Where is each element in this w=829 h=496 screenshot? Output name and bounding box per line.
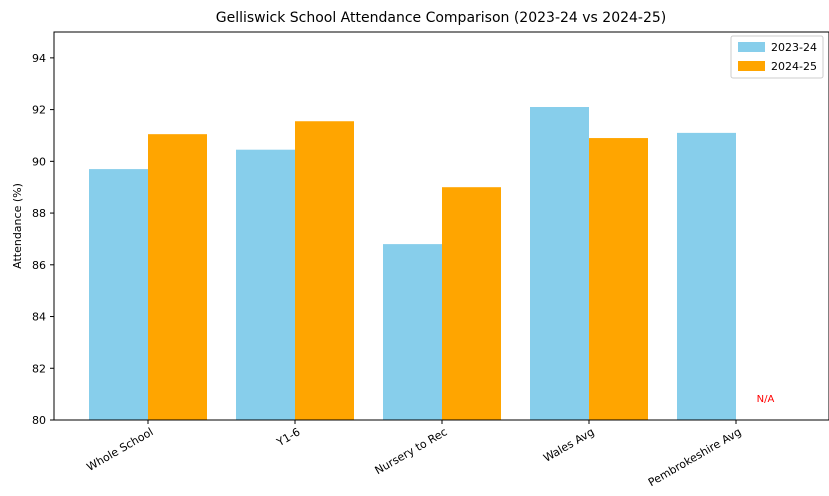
legend-swatch-2023-24 [738, 42, 765, 52]
x-tick-label-nursery-to-rec: Nursery to Rec [373, 425, 450, 477]
y-tick-label-90: 90 [32, 155, 46, 168]
y-tick-label-88: 88 [32, 207, 46, 220]
legend-label-2023-24: 2023-24 [771, 41, 817, 54]
y-tick-label-80: 80 [32, 414, 46, 427]
bar-whole-school-2024-25 [148, 134, 207, 420]
x-tick-label-wales-avg: Wales Avg [541, 425, 596, 464]
x-tick-label-whole-school: Whole School [85, 425, 156, 473]
legend: 2023-24 2024-25 [730, 35, 824, 79]
legend-label-2024-25: 2024-25 [771, 60, 817, 73]
bar-y1-6-2024-25 [295, 121, 354, 421]
annotation-na-label: N/A [757, 394, 775, 405]
y-tick-label-84: 84 [32, 311, 46, 324]
x-tick-label-y1-6: Y1-6 [274, 425, 303, 449]
bar-wales-avg-2023-24 [530, 107, 589, 420]
y-tick-label-94: 94 [32, 52, 46, 65]
bar-nursery-to-rec-2023-24 [383, 244, 442, 420]
plot-area-group: N/A [89, 107, 775, 421]
y-tick-label-86: 86 [32, 259, 46, 272]
bar-y1-6-2023-24 [236, 149, 295, 420]
x-axis: Whole School Y1-6 Nursery to Rec Wales Avg P… [85, 420, 744, 489]
bar-nursery-to-rec-2024-25 [442, 187, 501, 420]
y-tick-label-82: 82 [32, 362, 46, 375]
legend-swatch-2024-25 [738, 61, 765, 71]
bar-wales-avg-2024-25 [589, 138, 648, 420]
x-tick-label-pembrokeshire-avg: Pembrokeshire Avg [646, 425, 744, 489]
bar-pembrokeshire-avg-2023-24 [677, 132, 736, 420]
bar-whole-school-2023-24 [89, 169, 148, 420]
y-tick-label-92: 92 [32, 104, 46, 117]
chart-title: Gelliswick School Attendance Comparison … [216, 10, 667, 26]
y-axis-label: Attendance (%) [11, 183, 24, 269]
y-axis: 80 82 84 86 88 90 92 94 [32, 52, 54, 427]
